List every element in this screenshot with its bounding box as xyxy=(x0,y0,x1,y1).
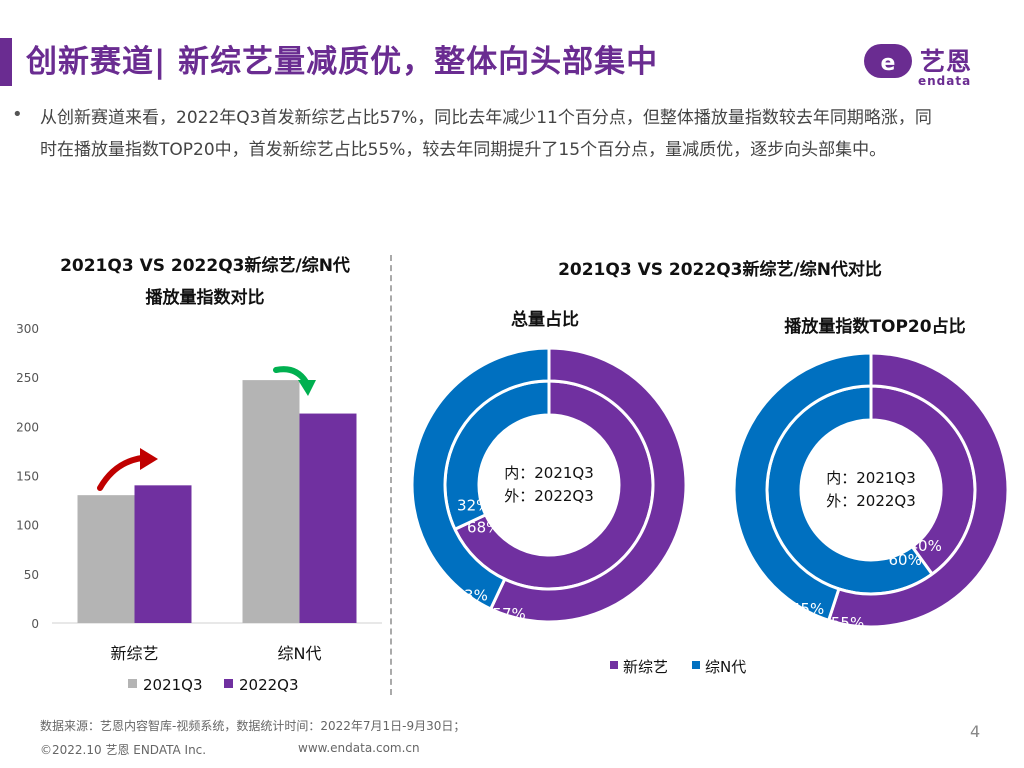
bar-chart-title-line1: 2021Q3 VS 2022Q3新综艺/综N代 xyxy=(60,256,350,276)
donut0-center-inner: 内：2021Q3 xyxy=(504,464,594,482)
donut0-inner-label-0: 68% xyxy=(467,519,500,537)
donut0-outer-slice-0 xyxy=(488,346,688,624)
trend-down-arrow-shaft xyxy=(273,366,309,385)
y-tick-label: 0 xyxy=(31,617,39,631)
trend-down-arrow-head xyxy=(298,380,316,396)
bar-chart-title-line2: 播放量指数对比 xyxy=(145,288,265,308)
legend-label-2022Q3: 2022Q3 xyxy=(239,676,299,694)
donut0-outer-slice-1 xyxy=(410,346,551,611)
bar-chart: 0 50 100 150 200 250 300 新综艺 综N代 2021Q3 2022Q3 xyxy=(16,322,382,694)
donut1-outer-slice-1 xyxy=(732,351,873,623)
y-tick-label: 150 xyxy=(16,470,39,484)
donut1-title: 总量占比 xyxy=(511,310,579,330)
donut0-outer-label-1: 43% xyxy=(455,586,488,604)
donut1-outer-label-1: 45% xyxy=(791,600,824,618)
logo-text: 艺恩 xyxy=(920,47,973,76)
bar-2021Q3-0 xyxy=(77,495,135,623)
donut1-outer-label-0: 55% xyxy=(831,614,864,632)
page-number: 4 xyxy=(970,722,981,741)
donut-legend-label-0: 新综艺 xyxy=(623,658,668,676)
section-divider xyxy=(390,255,392,695)
donut0-inner-label-1: 32% xyxy=(457,496,490,514)
donut1-inner-label-1: 60% xyxy=(889,551,922,569)
y-tick-label: 300 xyxy=(16,322,39,336)
donut1-center-outer: 外：2022Q3 xyxy=(826,492,916,510)
trend-down-arrow-icon xyxy=(273,366,316,396)
copyright-text: ©2022.10 艺恩 ENDATA Inc. xyxy=(40,743,207,757)
endata-logo-icon: e xyxy=(864,44,912,78)
y-tick-label: 250 xyxy=(16,371,39,385)
donut0-outer-label-0: 57% xyxy=(492,605,525,623)
y-tick-label: 50 xyxy=(24,568,39,582)
website-link[interactable]: www.endata.com.cn xyxy=(298,741,420,755)
legend-swatch-2021Q3 xyxy=(128,679,137,688)
donut-legend-swatch-1 xyxy=(692,661,700,669)
bar-2022Q3-1 xyxy=(299,413,357,623)
page-title: 创新赛道| 新综艺量减质优，整体向头部集中 xyxy=(26,44,659,80)
bar-2021Q3-1 xyxy=(242,380,300,623)
bar-2022Q3-0 xyxy=(134,485,192,623)
logo-subtext: endata xyxy=(918,74,972,88)
donut-legend-label-1: 综N代 xyxy=(705,658,746,676)
title-accent-bar xyxy=(0,38,12,86)
legend-label-2021Q3: 2021Q3 xyxy=(143,676,203,694)
donut0-center-outer: 外：2022Q3 xyxy=(504,487,594,505)
data-source-note: 数据来源：艺恩内容智库-视频系统，数据统计时间：2022年7月1日-9月30日； xyxy=(40,719,466,733)
donut1-outer-slice-0 xyxy=(826,351,1010,629)
bar-chart-title: 2021Q3 VS 2022Q3新综艺/综N代 播放量指数对比 xyxy=(30,250,380,314)
donut2-title: 播放量指数TOP20占比 xyxy=(784,317,966,337)
legend-swatch-2022Q3 xyxy=(224,679,233,688)
donut-legend-swatch-0 xyxy=(610,661,618,669)
trend-up-arrow-icon xyxy=(97,448,158,491)
y-tick-label: 100 xyxy=(16,519,39,533)
donut-charts: 68%32%57%43%内：2021Q3外：2022Q340%60%55%45%… xyxy=(410,346,1010,676)
trend-up-arrow-head xyxy=(140,448,158,470)
x-category-label: 新综艺 xyxy=(110,644,158,663)
bullet-marker: • xyxy=(12,104,23,125)
x-category-label: 综N代 xyxy=(278,644,322,663)
donut1-center-inner: 内：2021Q3 xyxy=(826,469,916,487)
svg-text:e: e xyxy=(881,51,896,76)
y-tick-label: 200 xyxy=(16,420,39,434)
donut-section-title: 2021Q3 VS 2022Q3新综艺/综N代对比 xyxy=(558,260,882,280)
trend-up-arrow-shaft xyxy=(97,455,145,491)
summary-text: 从创新赛道来看，2022年Q3首发新综艺占比57%，同比去年减少11个百分点，但… xyxy=(40,108,932,160)
